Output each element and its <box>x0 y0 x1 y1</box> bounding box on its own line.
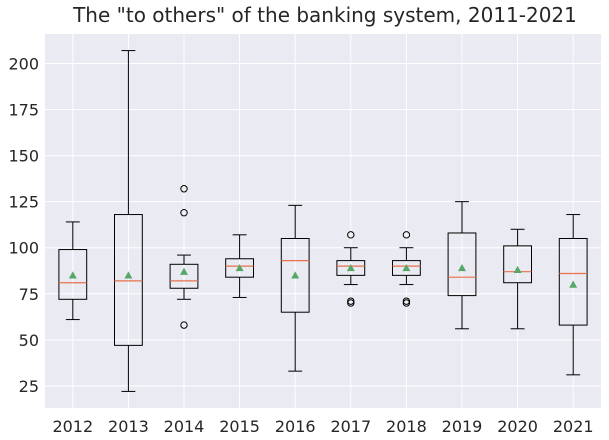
y-tick-label: 100 <box>8 239 39 258</box>
x-tick-label: 2014 <box>164 417 205 436</box>
mean-marker <box>291 271 300 279</box>
mean-marker <box>180 267 188 275</box>
outlier-point <box>347 297 355 305</box>
iqr-box <box>225 258 254 278</box>
box-group-2013 <box>114 50 143 392</box>
grid-lines <box>45 34 601 408</box>
outlier-point <box>402 297 411 305</box>
x-tick-label: 2013 <box>108 417 149 436</box>
outlier-point <box>180 185 188 193</box>
box-group-2016 <box>280 204 310 372</box>
y-tick-label: 150 <box>8 147 39 166</box>
x-axis-ticks: 2012 2013 2014 2015 2016 2017 2018 2019 2020 2021 <box>52 417 593 436</box>
y-axis-ticks: 25 50 75 100 125 150 175 200 <box>8 54 39 395</box>
iqr-box <box>169 263 199 289</box>
box-group-2020 <box>503 228 533 330</box>
iqr-box <box>558 238 588 326</box>
outlier-point <box>347 231 355 239</box>
mean-marker <box>513 265 522 274</box>
x-tick-label: 2021 <box>553 417 594 436</box>
box-series <box>58 50 588 392</box>
mean-marker <box>68 271 77 279</box>
iqr-box <box>58 249 88 300</box>
iqr-box <box>392 260 421 276</box>
y-tick-label: 75 <box>19 285 39 304</box>
y-tick-label: 25 <box>19 377 39 396</box>
outlier-point <box>180 321 188 329</box>
y-tick-label: 175 <box>8 101 39 120</box>
iqr-box <box>114 214 143 346</box>
box-group-2012 <box>58 221 88 321</box>
iqr-box <box>280 238 310 313</box>
x-tick-label: 2012 <box>52 417 93 436</box>
box-group-2018 <box>392 231 421 307</box>
iqr-box <box>336 260 366 276</box>
x-tick-label: 2020 <box>497 417 538 436</box>
mean-marker <box>458 263 466 272</box>
y-tick-label: 200 <box>8 54 39 73</box>
x-tick-label: 2015 <box>219 417 260 436</box>
mean-marker <box>346 263 355 272</box>
iqr-box <box>447 232 477 297</box>
box-group-2017 <box>336 231 366 307</box>
box-group-2021 <box>558 214 588 376</box>
mean-marker <box>402 263 411 272</box>
x-tick-label: 2018 <box>386 417 427 436</box>
chart-title: The "to others" of the banking system, 2… <box>72 3 577 27</box>
iqr-box <box>503 245 533 284</box>
mean-marker <box>569 280 578 288</box>
outlier-point <box>402 231 411 239</box>
box-group-2015 <box>225 234 254 298</box>
x-tick-label: 2016 <box>275 417 316 436</box>
x-tick-label: 2017 <box>330 417 371 436</box>
box-group-2014 <box>169 185 199 329</box>
y-tick-label: 50 <box>19 331 39 350</box>
mean-marker <box>235 263 244 272</box>
box-group-2019 <box>447 201 477 330</box>
mean-marker <box>124 271 133 279</box>
outlier-point <box>180 209 188 217</box>
x-tick-label: 2019 <box>442 417 483 436</box>
y-tick-label: 125 <box>8 193 39 212</box>
